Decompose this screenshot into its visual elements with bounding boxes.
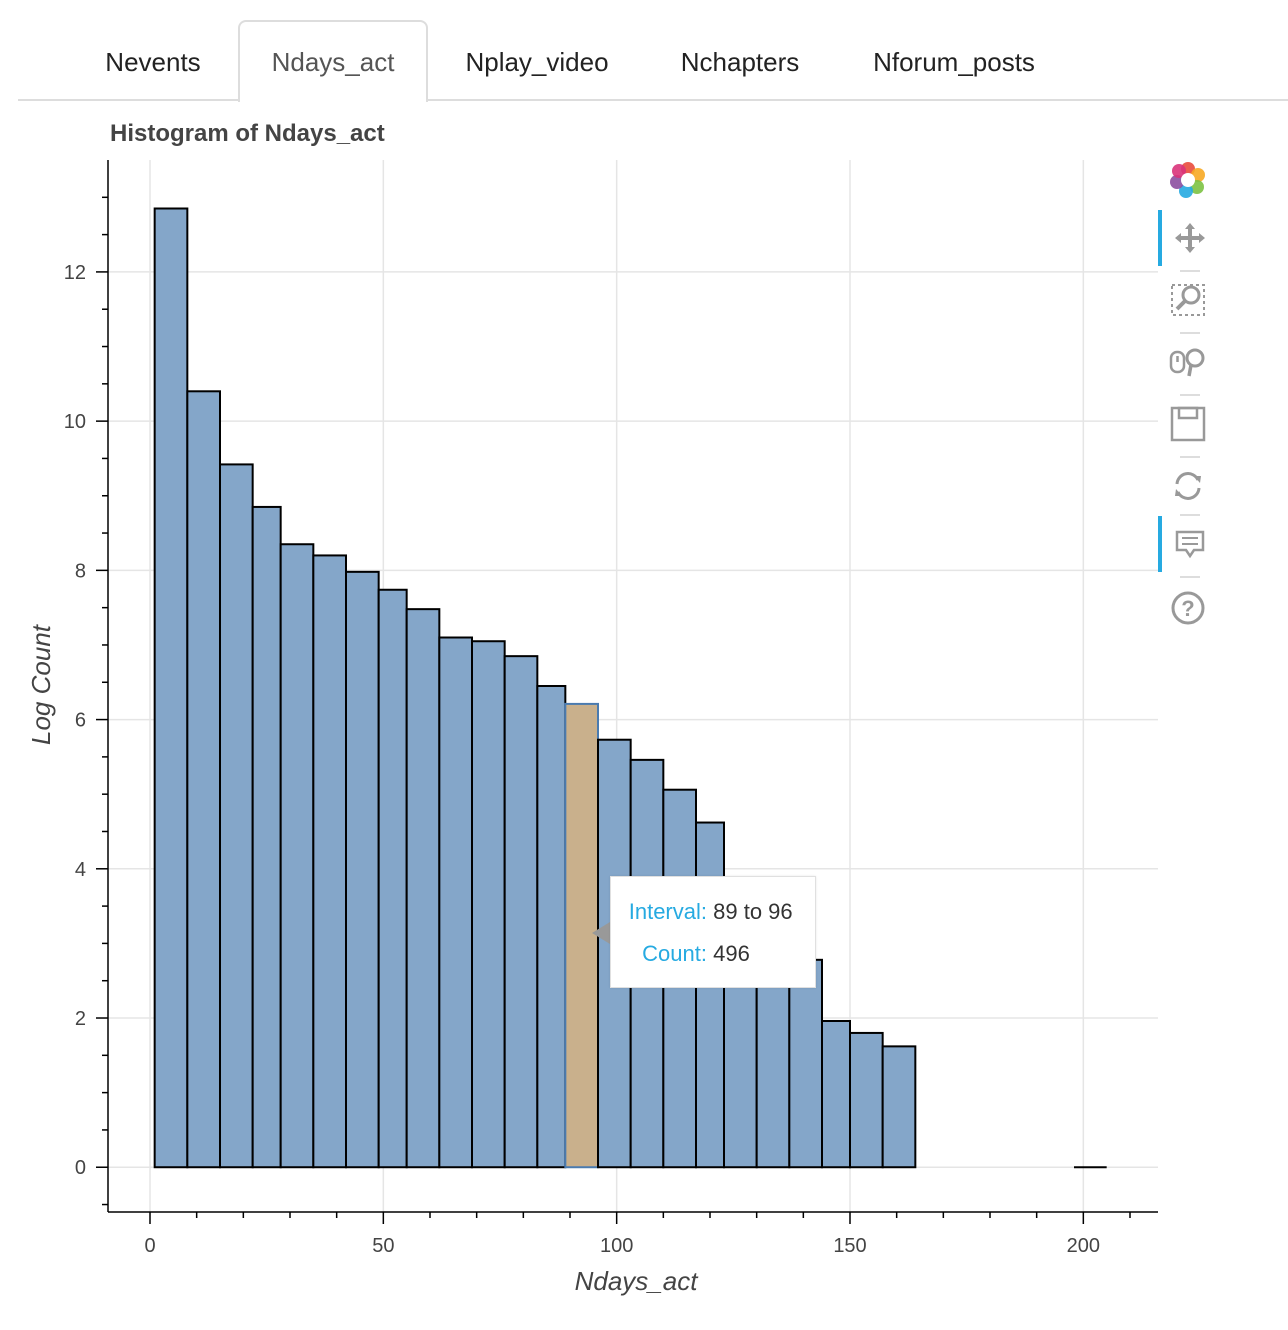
y-tick-label: 8 — [75, 560, 86, 582]
histogram-bar[interactable] — [312, 554, 348, 1169]
x-tick-label: 150 — [833, 1235, 866, 1257]
histogram-bar[interactable] — [536, 685, 567, 1169]
histogram-bar[interactable] — [849, 1031, 884, 1169]
plot-toolbar: ? — [1158, 150, 1218, 630]
histogram-bar[interactable] — [377, 588, 408, 1169]
y-tick-label: 2 — [75, 1008, 86, 1030]
y-tick-label: 4 — [75, 859, 86, 881]
histogram-bar[interactable] — [219, 463, 254, 1169]
x-tick-label: 0 — [144, 1235, 155, 1257]
histogram-bar[interactable] — [695, 821, 725, 1169]
tab-nchapters[interactable]: Nchapters — [680, 47, 800, 77]
y-tick-label: 0 — [75, 1157, 86, 1179]
bokeh-logo-icon[interactable] — [1158, 152, 1218, 208]
tooltip-count-label: Count: — [642, 941, 707, 966]
histogram-bar[interactable] — [345, 570, 380, 1169]
box-zoom-icon — [1171, 284, 1205, 316]
x-tick-label: 50 — [372, 1235, 394, 1257]
histogram-bar[interactable] — [438, 636, 474, 1169]
wheel-zoom-tool-button[interactable] — [1158, 334, 1218, 390]
y-tick-label: 6 — [75, 710, 86, 732]
y-tick-label: 10 — [64, 411, 86, 433]
chart-title: Histogram of Ndays_act — [110, 120, 385, 147]
save-tool-button[interactable] — [1158, 396, 1218, 452]
histogram-plot[interactable]: 0 50 100 150 200 0 2 4 6 8 10 12 Ndays_act Log Coun… — [0, 0, 1160, 1330]
axes: 0 50 100 150 200 0 2 4 6 8 10 12 — [64, 160, 1158, 1257]
histogram-bar[interactable] — [881, 1045, 917, 1169]
tab-nevents[interactable]: Nevents — [105, 47, 201, 77]
save-icon — [1170, 406, 1206, 442]
histogram-bar[interactable] — [279, 543, 315, 1169]
histogram-bar[interactable] — [503, 655, 539, 1169]
svg-text:?: ? — [1181, 596, 1194, 621]
hover-tooltip: Interval: 89 to 96 Count: 496 — [610, 876, 816, 988]
tab-bar: Nevents Ndays_act Nplay_video Nchapters … — [18, 20, 1288, 102]
histogram-bar[interactable] — [186, 390, 221, 1169]
tab-nforum-posts[interactable]: Nforum_posts — [873, 47, 1035, 77]
box-zoom-tool-button[interactable] — [1158, 272, 1218, 328]
y-tick-label: 12 — [64, 262, 86, 284]
help-tool-button[interactable]: ? — [1158, 580, 1218, 636]
histogram-bar[interactable] — [405, 608, 441, 1169]
histogram-bar[interactable] — [153, 207, 189, 1169]
x-tick-label: 200 — [1067, 1235, 1100, 1257]
histogram-bar[interactable] — [821, 1019, 851, 1169]
hover-tool-button[interactable] — [1158, 516, 1218, 572]
tab-ndays-act[interactable]: Ndays_act — [238, 20, 428, 102]
histogram-bars[interactable] — [153, 207, 1107, 1169]
tooltip-arrow — [592, 922, 610, 944]
hover-icon — [1175, 530, 1205, 559]
tooltip-interval-value: 89 to 96 — [713, 899, 793, 924]
histogram-bar[interactable] — [471, 640, 506, 1169]
pan-tool-button[interactable] — [1158, 210, 1218, 266]
reset-icon — [1175, 472, 1201, 500]
tooltip-count-value: 496 — [713, 941, 750, 966]
wheel-zoom-icon — [1169, 348, 1205, 377]
help-icon: ? — [1171, 591, 1205, 625]
tooltip-interval-label: Interval: — [628, 899, 707, 924]
histogram-bar[interactable] — [251, 505, 282, 1169]
x-axis-label: Ndays_act — [575, 1266, 700, 1296]
tab-nplay-video[interactable]: Nplay_video — [465, 47, 609, 77]
x-tick-label: 100 — [600, 1235, 633, 1257]
reset-tool-button[interactable] — [1158, 458, 1218, 514]
pan-icon — [1175, 223, 1205, 253]
y-axis-label: Log Count — [26, 623, 56, 745]
histogram-bar[interactable] — [788, 958, 823, 1169]
